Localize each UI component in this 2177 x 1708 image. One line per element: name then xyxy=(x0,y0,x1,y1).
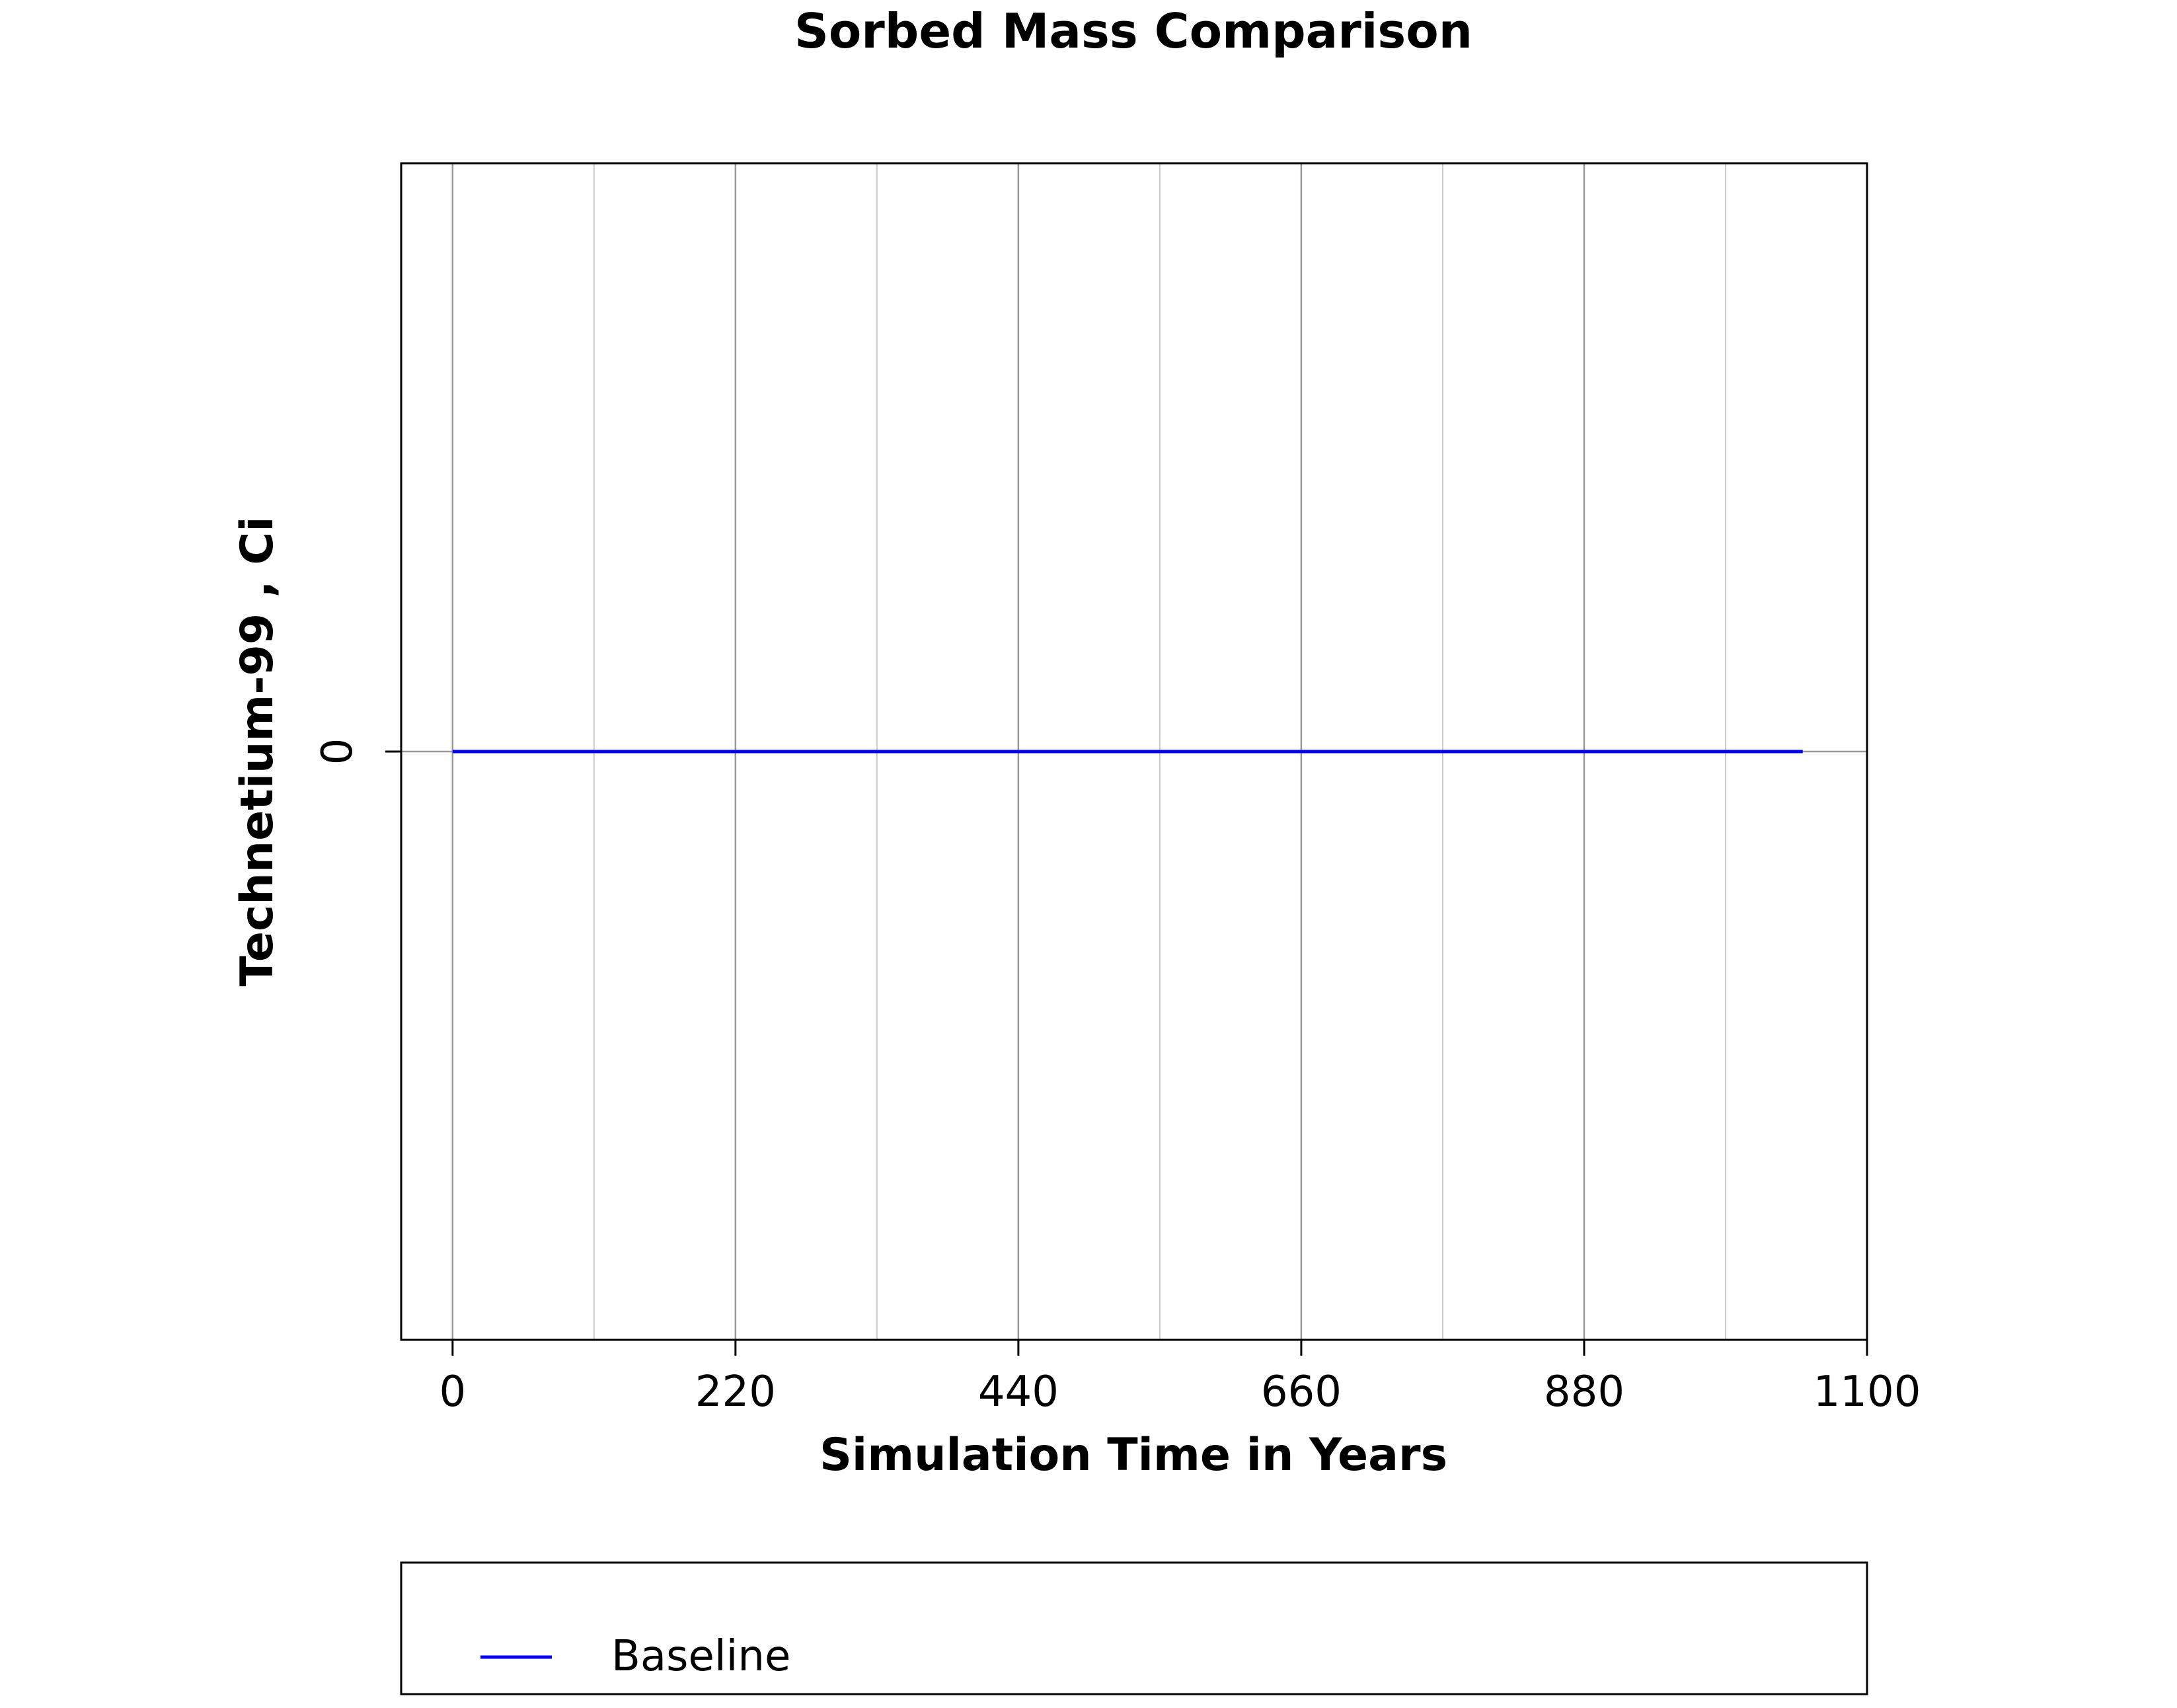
x-axis-label: Simulation Time in Years xyxy=(820,1429,1447,1481)
x-tick-label-0: 0 xyxy=(439,1368,466,1417)
legend-box xyxy=(400,1561,1868,1695)
legend-label-baseline: Baseline xyxy=(611,1632,790,1681)
chart-title: Sorbed Mass Comparison xyxy=(794,3,1472,59)
x-tick-label-3: 660 xyxy=(1261,1368,1342,1417)
x-axis: 0 220 440 660 880 1100 xyxy=(439,1340,1921,1417)
x-tick-label-5: 1100 xyxy=(1814,1368,1921,1417)
legend: Baseline xyxy=(400,1561,1868,1695)
x-tick-label-2: 440 xyxy=(978,1368,1059,1417)
x-tick-label-4: 880 xyxy=(1544,1368,1624,1417)
x-tick-label-1: 220 xyxy=(695,1368,776,1417)
y-axis-label: Technetium-99 , Ci xyxy=(231,516,284,986)
y-axis: 0 xyxy=(313,738,401,765)
y-tick-label-0: 0 xyxy=(313,738,362,765)
